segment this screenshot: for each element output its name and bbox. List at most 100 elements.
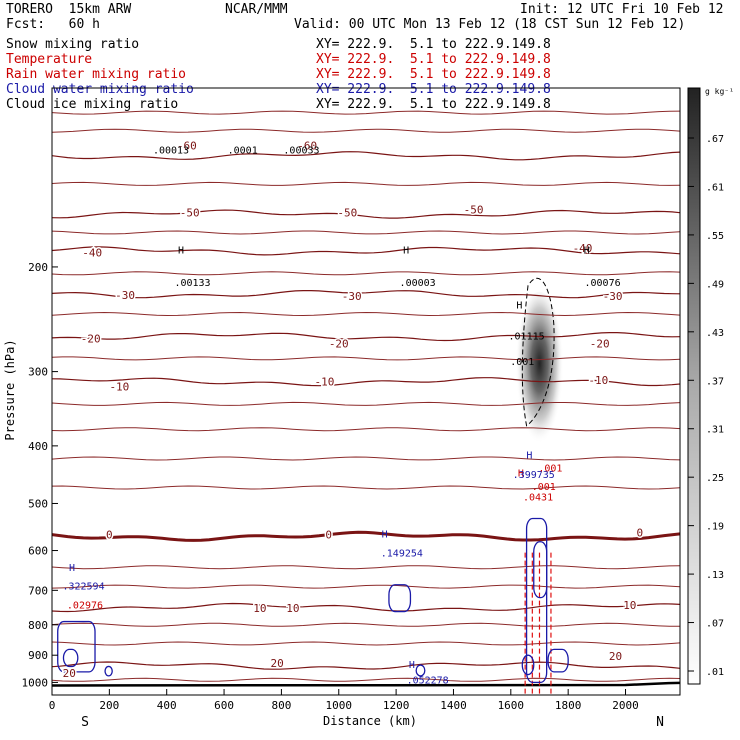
cloud-water-contour [62,648,79,668]
isotherm-label: -10 [109,381,129,394]
maximum-value-label: .01115 [509,332,545,343]
init-time: Init: 12 UTC Fri 10 Feb 12 [520,2,724,17]
isotherm-label: -60 [297,140,317,153]
field-name-rain: Rain water mixing ratio [6,67,187,82]
colorbar-unit: g kg⁻¹ [705,87,734,96]
isotherm-label: 20 [609,650,622,663]
isotherm-minor-line [52,427,680,432]
maximum-marker: H [516,301,522,312]
isotherm-label: -50 [337,207,357,220]
terrain-line [52,681,680,687]
isotherm-label: 10 [286,602,299,615]
colorbar-label: .25 [706,473,724,484]
isotherm-label: 10 [253,602,266,615]
isotherm-label: 0 [325,529,332,542]
isotherm-minor-line [52,271,680,276]
isotherm-minor-line [52,110,680,115]
maximum-marker: H [178,246,184,257]
maximum-value-label: .00076 [585,278,621,289]
x-tick-label: 200 [99,699,119,712]
y-tick-label: 1000 [22,676,49,689]
field-name-snow: Snow mixing ratio [6,37,140,52]
colorbar-label: .07 [706,619,724,630]
colorbar-label: .55 [706,231,724,242]
isotherm-line [52,290,680,299]
maximum-marker: H [584,246,590,257]
snow-shading [515,291,564,452]
maximum-value-label: .00003 [400,278,436,289]
colorbar-label: .13 [706,570,724,581]
x-tick-label: 1600 [498,699,525,712]
north-label: N [656,715,664,730]
isotherm-label: -30 [115,289,135,302]
colorbar-label: .67 [706,134,724,145]
isotherm-minor-line [52,181,680,186]
isotherm-minor-line [52,485,680,490]
isotherm-minor-line [52,622,680,627]
isotherm-line [52,661,680,670]
cloud-water-contour [533,541,548,599]
y-axis-title: Pressure (hPa) [3,339,17,440]
isotherm-label: -40 [573,242,593,255]
maximum-marker: H [409,660,415,671]
maximum-value-label: .001 [532,482,556,493]
isotherm-label: -20 [329,337,349,350]
y-tick-label: 600 [28,545,48,558]
field-name-cloud-ice: Cloud ice mixing ratio [6,97,179,112]
y-tick-label: 300 [28,366,48,379]
isotherm-minor-line [52,401,680,406]
field-name-temperature: Temperature [6,52,93,67]
isotherm-label: 20 [63,667,76,680]
x-tick-label: 400 [157,699,177,712]
isotherm-label: -10 [314,376,334,389]
isotherm-label: -20 [590,337,610,350]
y-tick-label: 500 [28,497,48,510]
isotherm-label: 10 [623,599,636,612]
maximum-marker: H [518,468,524,479]
isotherm-label: 0 [106,529,113,542]
organization: NCAR/MMM [225,2,288,17]
x-tick-label: 2000 [612,699,639,712]
cloud-water-contour [547,648,569,673]
x-tick-label: 1200 [383,699,410,712]
isotherm-label: -60 [177,140,197,153]
field-xy-temperature: XY= 222.9. 5.1 to 222.9.149.8 [316,52,551,67]
isotherm-label: -40 [82,246,102,259]
colorbar-label: .01 [706,667,724,678]
maximum-value-label: .00033 [283,146,319,157]
isotherm-line [52,530,680,542]
maximum-value-label: .0431 [523,493,553,504]
isotherm-minor-line [52,641,680,646]
y-tick-label: 200 [28,261,48,274]
snow-contour [521,277,555,427]
maximum-value-label: .399735 [513,470,555,481]
isotherm-line [52,377,680,387]
isotherm-line [52,246,680,256]
x-tick-label: 600 [214,699,234,712]
colorbar [687,87,701,685]
x-tick-label: 1800 [555,699,582,712]
cloud-water-contour [388,584,412,613]
colorbar-label: .31 [706,425,724,436]
colorbar-label: .37 [706,376,724,387]
plot-frame [51,87,681,696]
isotherm-line [52,209,680,219]
x-tick-label: 0 [49,699,56,712]
isotherm-label: -50 [180,207,200,220]
maximum-value-label: .001 [538,464,562,475]
isotherm-label: -10 [588,374,608,387]
maximum-marker: H [69,563,75,574]
maximum-value-label: .02976 [67,601,103,612]
isotherm-minor-line [52,565,680,570]
x-axis-title: Distance (km) [323,714,417,728]
maximum-value-label: .00133 [174,278,210,289]
south-label: S [81,715,89,730]
isotherm-line [52,332,680,342]
y-tick-label: 800 [28,619,48,632]
isotherm-line [52,602,680,613]
isotherm-label: 20 [270,657,283,670]
maximum-marker: H [403,246,409,257]
isotherm-label: -50 [464,203,484,216]
x-tick-label: 1400 [440,699,467,712]
